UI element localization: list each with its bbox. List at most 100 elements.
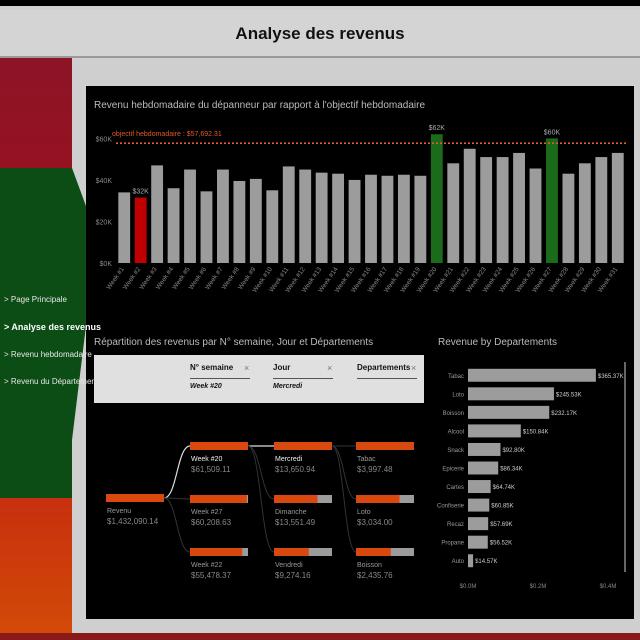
level2-node-bar-fill [274, 548, 309, 556]
bar-week [118, 192, 131, 263]
y-tick-label: $0K [100, 261, 113, 268]
level1-node-bar-fill [190, 495, 247, 503]
nav-item-revenu-departement[interactable]: > Revenu du Département [4, 377, 99, 386]
sidebar-green-band [0, 168, 72, 498]
bar-week [365, 174, 377, 263]
decomposition-tree: Revenu $1,432,090.14 Week #20 $61,509.11 Wee… [106, 442, 414, 580]
dept-value-label: $57.69K [490, 522, 512, 528]
y-tick-label: $60K [96, 136, 113, 143]
bar-week [513, 152, 525, 263]
filter-week-title: N° semaine [190, 363, 234, 372]
dept-x-tick-label: $0.2M [530, 584, 547, 590]
y-tick-label: $20K [96, 219, 113, 226]
bar-week [233, 180, 246, 263]
level1-node-value: $61,509.11 [191, 465, 231, 474]
filter-departements-clear-icon[interactable]: × [411, 363, 417, 373]
bar-week [562, 173, 575, 263]
filter-jour-value: Mercredi [273, 383, 303, 390]
bar-week [151, 165, 164, 263]
level2-node-value: $13,551.49 [275, 518, 316, 527]
filter-week[interactable]: N° semaine Week #20 [190, 363, 250, 390]
bar-week [529, 168, 542, 263]
nav-item-analyse-revenus[interactable]: > Analyse des revenus [4, 322, 101, 332]
dept-bar [468, 517, 489, 531]
dept-value-label: $232.17K [551, 411, 577, 417]
level1-node-label: Week #20 [191, 456, 222, 463]
filter-bar: N° semaine Week #20 × Jour Mercredi × De… [94, 355, 424, 403]
sidebar [0, 58, 72, 633]
sidebar-nav: > Page Principale > Analyse des revenus … [4, 295, 101, 404]
filter-jour-title: Jour [273, 363, 291, 372]
level1-node-label: Week #27 [191, 509, 222, 516]
root-node-label: Revenu [107, 508, 131, 515]
tree-connector [247, 445, 275, 500]
bar-week [546, 138, 558, 263]
filter-departements[interactable]: Departements [357, 363, 417, 383]
bar-week [348, 179, 361, 263]
dept-category-label: Alcool [448, 429, 464, 435]
bar-week [299, 169, 312, 263]
bar-week [480, 157, 493, 263]
dept-bar [468, 368, 596, 382]
root-node-bar-fill [106, 494, 164, 502]
filter-week-clear-icon[interactable]: × [244, 363, 250, 373]
dept-value-label: $64.74K [493, 485, 515, 491]
bar-week [381, 175, 394, 263]
level3-node-label: Boisson [357, 562, 382, 569]
dept-category-label: Confiserie [437, 504, 465, 510]
dept-value-label: $86.34K [500, 467, 522, 473]
tree-connector [163, 497, 191, 500]
level3-node-bar-fill [356, 548, 391, 556]
filter-jour-clear-icon[interactable]: × [327, 363, 333, 373]
bar-week [167, 188, 180, 263]
filter-jour[interactable]: Jour Mercredi [273, 363, 333, 390]
bar-week [578, 163, 591, 263]
dept-bar [468, 535, 488, 549]
filter-departements-title: Departements [357, 363, 411, 372]
level2-node-label: Vendredi [275, 562, 303, 569]
level2-node-bar-fill [274, 495, 318, 503]
nav-item-page-principale[interactable]: > Page Principale [4, 295, 67, 304]
dept-category-label: Propane [441, 541, 464, 547]
nav-item-revenu-hebdomadaire[interactable]: > Revenu hebdomadaire [4, 350, 92, 359]
dept-bar [468, 498, 490, 512]
level1-node-value: $60,208.63 [191, 518, 232, 527]
filter-week-value: Week #20 [190, 383, 222, 390]
level1-node-bar-fill [190, 548, 243, 556]
data-label: $62K [429, 125, 446, 132]
dept-bar [468, 424, 521, 438]
dept-value-label: $92.80K [502, 448, 524, 454]
page-title: Analyse des revenus [235, 24, 405, 43]
target-label: objectif hebdomadaire : $57,692.31 [112, 131, 222, 138]
root-node-value: $1,432,090.14 [107, 517, 159, 526]
level2-node-value: $13,650.94 [275, 465, 316, 474]
dept-value-label: $56.52K [490, 541, 512, 547]
dept-bar [468, 480, 491, 494]
bar-week [249, 178, 262, 263]
dept-category-label: Loto [452, 392, 464, 398]
level2-node-value: $9,274.16 [275, 571, 311, 580]
scrollbar [624, 362, 626, 572]
bar-week [217, 169, 229, 263]
bar-week [611, 152, 624, 263]
dept-category-label: Recaz [447, 522, 464, 528]
dept-category-label: Boisson [443, 411, 464, 417]
weekly-chart-title: Revenu hebdomadaire du dépanneur par rap… [94, 100, 426, 111]
tree-connector [247, 445, 275, 553]
dept-value-label: $365.37K [598, 374, 624, 380]
dept-category-label: Tabac [448, 374, 464, 380]
tree-connector [163, 497, 191, 553]
page-header: Analyse des revenus [0, 10, 640, 58]
bar-week [496, 157, 509, 263]
level3-node-label: Loto [357, 509, 371, 516]
bar-week [430, 134, 443, 263]
dept-value-label: $60.85K [491, 504, 513, 510]
bar-week [282, 166, 295, 263]
bar-week [595, 157, 608, 263]
tree-connector [331, 445, 357, 553]
top-border [0, 0, 640, 6]
bar-week [200, 191, 213, 263]
dept-bar [468, 442, 501, 456]
data-label: $60K [544, 129, 561, 136]
